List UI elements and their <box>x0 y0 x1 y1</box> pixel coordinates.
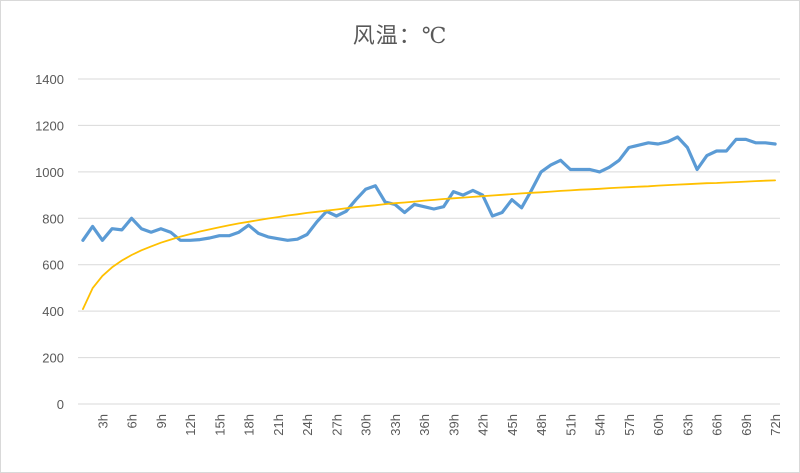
x-tick-label: 42h <box>476 414 491 436</box>
x-tick-label: 6h <box>125 414 140 428</box>
x-tick-label: 48h <box>534 414 549 436</box>
x-tick-label: 39h <box>446 414 461 436</box>
y-tick-label: 1200 <box>35 118 64 133</box>
x-tick-label: 18h <box>242 414 257 436</box>
x-tick-label: 21h <box>271 414 286 436</box>
x-tick-label: 12h <box>183 414 198 436</box>
x-tick-label: 30h <box>359 414 374 436</box>
x-tick-label: 36h <box>417 414 432 436</box>
y-tick-label: 400 <box>42 304 64 319</box>
x-axis-ticks: 3h 6h 9h 12h 15h 18h 21h 24h 27h 30h 33h 36h 39h 42h 4… <box>95 414 783 436</box>
x-tick-label: 72h <box>768 414 783 436</box>
chart-title: 风温：℃ <box>352 24 448 49</box>
y-tick-label: 600 <box>42 258 64 273</box>
x-tick-label: 15h <box>212 414 227 436</box>
x-tick-label: 24h <box>300 414 315 436</box>
x-tick-label: 69h <box>739 414 754 436</box>
x-tick-label: 51h <box>563 414 578 436</box>
series-line-trendline <box>82 179 776 311</box>
x-tick-label: 45h <box>505 414 520 436</box>
x-tick-label: 63h <box>680 414 695 436</box>
x-tick-label: 3h <box>95 414 110 428</box>
x-tick-label: 27h <box>329 414 344 436</box>
series-line-temperature <box>81 135 777 242</box>
y-axis-ticks: 0 200 400 600 800 1000 1200 1400 <box>35 72 64 412</box>
y-tick-label: 800 <box>42 211 64 226</box>
y-tick-label: 1400 <box>35 72 64 87</box>
gridlines <box>78 78 780 405</box>
x-tick-label: 33h <box>388 414 403 436</box>
x-tick-label: 9h <box>154 414 169 428</box>
x-tick-label: 57h <box>622 414 637 436</box>
y-tick-label: 0 <box>57 397 64 412</box>
x-tick-label: 54h <box>593 414 608 436</box>
x-tick-label: 60h <box>651 414 666 436</box>
series-lines <box>81 135 777 311</box>
y-tick-label: 1000 <box>35 165 64 180</box>
x-tick-label: 66h <box>710 414 725 436</box>
y-tick-label: 200 <box>42 351 64 366</box>
